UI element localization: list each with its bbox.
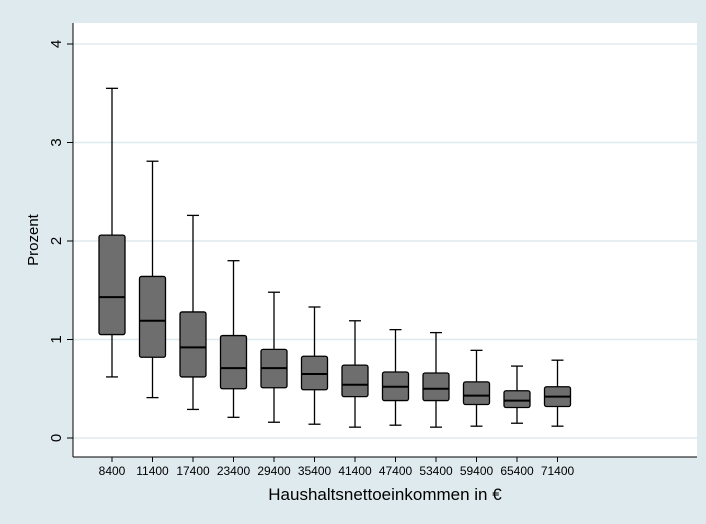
- y-tick-label: 1: [48, 335, 65, 343]
- box-group: [422, 331, 450, 428]
- box-layer: [98, 87, 572, 428]
- box-group: [179, 214, 207, 411]
- box-group: [219, 260, 248, 418]
- x-tick-label: 29400: [257, 464, 291, 478]
- y-tick-label: 3: [48, 138, 65, 146]
- axes-layer: 0 1 2 3 4 8400 11400 17400 23400 29400 35400 41400 4…: [48, 23, 697, 478]
- box-group: [300, 306, 329, 425]
- x-tick-label: 65400: [500, 464, 534, 478]
- x-tick-label: 8400: [99, 464, 126, 478]
- iqr-box: [98, 234, 126, 336]
- y-tick-label: 0: [48, 434, 65, 442]
- x-axis-label: Haushaltsnettoeinkommen in €: [268, 485, 502, 504]
- x-tick-label: 47400: [379, 464, 413, 478]
- iqr-box: [179, 311, 207, 378]
- box-group: [341, 320, 369, 428]
- box-group: [381, 328, 410, 426]
- x-tick-label: 41400: [338, 464, 372, 478]
- iqr-box: [462, 381, 491, 406]
- iqr-box: [503, 390, 531, 409]
- y-tick-label: 2: [48, 237, 65, 245]
- box-group: [98, 87, 126, 378]
- x-tick-label: 23400: [217, 464, 251, 478]
- box-group: [543, 359, 572, 427]
- x-tick-label: 17400: [176, 464, 210, 478]
- iqr-box: [422, 372, 450, 402]
- box-group: [260, 291, 288, 423]
- x-tick-label: 59400: [460, 464, 494, 478]
- grid-layer: [73, 43, 697, 439]
- box-group: [503, 365, 531, 424]
- iqr-box: [341, 364, 369, 398]
- box-group: [138, 160, 167, 399]
- x-tick-label: 11400: [136, 464, 169, 478]
- box-group: [462, 349, 491, 427]
- iqr-box: [138, 275, 167, 358]
- x-tick-label: 35400: [298, 464, 332, 478]
- y-tick-label: 4: [48, 40, 65, 48]
- y-axis-label: Prozent: [25, 213, 42, 266]
- x-tick-label: 71400: [541, 464, 575, 478]
- iqr-box: [219, 334, 248, 390]
- x-tick-label: 53400: [419, 464, 453, 478]
